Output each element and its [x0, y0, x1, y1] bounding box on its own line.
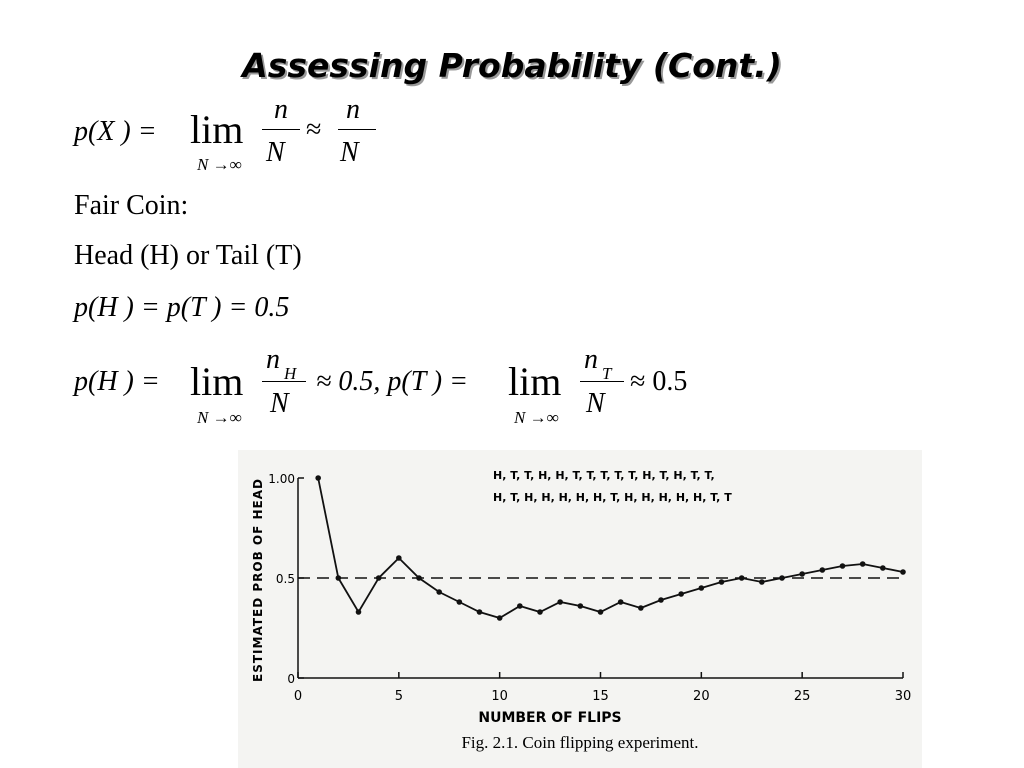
data-point [577, 603, 584, 609]
data-point [698, 585, 705, 591]
x-tick-label: 5 [395, 689, 403, 704]
x-tick-label: 15 [592, 689, 609, 704]
data-point [375, 575, 382, 581]
eq-num: n [346, 94, 360, 125]
annotation: H, T, H, H, H, H, H, T, H, H, H, H, H, T… [493, 491, 732, 504]
x-tick-label: 30 [895, 689, 912, 704]
eq-lhs: p(X ) = [74, 116, 157, 147]
data-point [315, 475, 321, 481]
figure-background [238, 450, 922, 768]
data-point [355, 609, 362, 615]
data-point [759, 579, 765, 585]
data-point [839, 563, 846, 569]
eq-sub: N →∞ [197, 155, 242, 174]
fraction-bar [338, 129, 376, 130]
data-point [597, 609, 604, 615]
data-point [880, 565, 886, 571]
data-point [718, 579, 725, 585]
data-point [738, 575, 745, 581]
equation: p(H ) = p(T ) = 0.5 [74, 292, 290, 323]
data-point [416, 575, 422, 581]
data-point [537, 609, 543, 615]
eq-num-sub: T [602, 364, 612, 383]
text-line: Fair Coin: [74, 190, 189, 221]
eq-num-sub: H [284, 364, 297, 383]
eq-lim: lim [508, 359, 562, 404]
x-tick-label: 20 [693, 689, 710, 704]
text-line: Head (H) or Tail (T) [74, 240, 302, 271]
y-tick-label: 0.5 [276, 572, 295, 586]
annotation: H, T, T, H, H, T, T, T, T, T, H, T, H, T… [493, 469, 715, 482]
eq-sub: N →∞ [197, 408, 242, 427]
fraction-bar [262, 381, 306, 382]
eq-tail: ≈ 0.5 [630, 366, 688, 397]
caption: Fig. 2.1. Coin flipping experiment. [461, 733, 698, 752]
data-point [456, 599, 463, 605]
data-point [658, 597, 664, 603]
x-axis-label: NUMBER OF FLIPS [478, 710, 621, 726]
eq-num: n [584, 344, 598, 375]
x-tick-label: 0 [294, 689, 302, 704]
data-point [900, 569, 906, 575]
figure: ESTIMATED PROB OF HEAD NUMBER OF FLIPS F… [238, 450, 922, 768]
y-tick-label: 0 [287, 672, 295, 686]
eq-den: N [340, 137, 359, 168]
data-point [396, 555, 402, 561]
data-line [317, 477, 904, 619]
data-point [779, 575, 785, 581]
eq-approx: ≈ [306, 114, 322, 145]
data-point [335, 575, 342, 581]
data-point [557, 599, 563, 605]
eq-den: N [270, 388, 289, 419]
eq-den: N [266, 137, 285, 168]
eq-sub: N →∞ [514, 408, 559, 427]
eq-lhs: p(H ) = [74, 366, 160, 397]
x-tick-label: 25 [794, 689, 811, 704]
data-point [476, 609, 483, 615]
eq-lim: lim [190, 359, 244, 404]
data-point [436, 589, 442, 595]
eq-den: N [586, 388, 605, 419]
y-tick-label: 1.00 [268, 472, 295, 486]
data-point [799, 571, 805, 577]
data-point [496, 615, 503, 621]
eq-num: n [274, 94, 288, 125]
x-tick-label: 10 [491, 689, 508, 704]
data-point [819, 567, 826, 573]
fraction-bar [262, 129, 300, 130]
eq-mid: ≈ 0.5, p(T ) = [316, 366, 468, 397]
eq-num: n [266, 344, 280, 375]
data-point [617, 599, 624, 605]
eq-lim: lim [190, 107, 244, 152]
fraction-bar [580, 381, 624, 382]
data-point [859, 561, 866, 567]
data-point [638, 605, 644, 611]
slide-title: Assessing Probability (Cont.) [242, 46, 782, 85]
data-point [517, 603, 523, 609]
y-axis-label: ESTIMATED PROB OF HEAD [251, 478, 265, 682]
data-point [678, 591, 684, 597]
